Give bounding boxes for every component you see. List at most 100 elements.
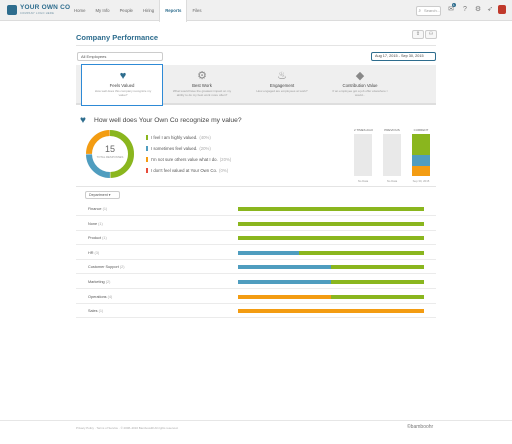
department-bar	[238, 250, 424, 255]
tab-label: Best Work	[192, 83, 212, 88]
department-row: Sales (1)	[76, 304, 436, 319]
department-row: HR (3)	[76, 246, 436, 260]
search-placeholder: Search...	[424, 8, 441, 13]
tab-label: Contribution Value	[342, 83, 378, 88]
department-bar-segment	[238, 207, 424, 211]
rocket-icon[interactable]: ➶	[487, 6, 493, 13]
total-responses-count: 15	[104, 144, 115, 154]
survey-tabs: ♥ Feels Valued How well does this compan…	[76, 64, 436, 106]
department-bar-segment	[238, 280, 331, 284]
department-bar	[238, 265, 424, 270]
history-current-column	[412, 134, 430, 176]
export-button[interactable]: ⇪	[412, 30, 424, 39]
department-select[interactable]: Department ▾	[85, 191, 120, 199]
department-row: None (1)	[76, 217, 436, 231]
avatar[interactable]	[498, 5, 506, 14]
history-2-times-ago-date: No Data	[357, 179, 369, 183]
nav-hiring[interactable]: Hiring	[142, 8, 155, 13]
legend-swatch	[146, 135, 148, 140]
tab-label: Engagement	[269, 83, 295, 88]
department-row: Marketing (2)	[76, 275, 436, 289]
legend-label: I sometimes feel valued. (20%)	[151, 146, 211, 151]
department-bar-segment	[238, 265, 331, 270]
department-bar	[238, 236, 424, 241]
legend-label: I'm not sure others value what I do. (20%…	[151, 157, 232, 162]
history-previous-date: No Data	[386, 179, 398, 183]
search-input[interactable]: ⌕ Search...	[416, 6, 441, 16]
department-name: Finance (1)	[88, 207, 108, 211]
history-current-date: Sep 30, 2015	[412, 179, 430, 183]
search-icon: ⌕	[418, 8, 422, 13]
department-bar-segment	[238, 236, 424, 241]
tab-description: What would have the greatest impact on m…	[172, 89, 232, 97]
page-title: Company Performance	[76, 33, 159, 42]
department-bar-segment	[238, 294, 331, 299]
department-bar	[238, 280, 424, 284]
nav-people[interactable]: People	[119, 8, 133, 13]
department-bar-segment	[331, 280, 424, 284]
gear-icon[interactable]: ⚙	[474, 6, 482, 13]
department-name: Marketing (2)	[88, 280, 111, 284]
tab-description: How engaged are employees at work?	[256, 89, 308, 93]
notification-badge: 1	[452, 3, 456, 7]
tab-description: If an employee got a job offer elsewhere…	[332, 89, 388, 97]
help-icon[interactable]: ?	[463, 6, 467, 13]
department-row: Operations (4)	[76, 290, 436, 304]
department-bar-segment	[299, 250, 424, 255]
history-previous-label: PREVIOUS	[384, 128, 400, 132]
share-button[interactable]: ⚇	[425, 30, 437, 39]
department-bar-segment	[238, 309, 424, 314]
bamboohr-logo: ©bamboohr	[407, 424, 434, 430]
nav-files[interactable]: Files	[192, 8, 202, 13]
donut-segment	[86, 130, 134, 178]
legend-item: I don't feel valued at Your Own Co. (0%)	[146, 167, 228, 174]
employee-select[interactable]: All Employees	[77, 52, 163, 61]
history-bar-segment	[412, 155, 430, 166]
tab-contribution-value[interactable]: ◆ Contribution Value If an employee got …	[319, 65, 401, 105]
legend-swatch	[146, 146, 148, 151]
logo-text: YOUR OWN CO	[20, 4, 71, 11]
department-name: HR (3)	[88, 250, 100, 255]
tab-feels-valued[interactable]: ♥ Feels Valued How well does this compan…	[81, 64, 163, 106]
department-name: Customer Support (2)	[88, 265, 125, 270]
nav-my-info[interactable]: My Info	[95, 8, 110, 13]
divider	[76, 186, 436, 187]
tab-best-work[interactable]: ⚙ Best Work What would have the greatest…	[161, 65, 243, 105]
department-bar-segment	[238, 250, 300, 255]
heart-icon: ♥	[80, 115, 86, 126]
total-responses-label: TOTAL RESPONSES	[96, 155, 124, 159]
department-bar	[238, 294, 424, 299]
divider	[76, 45, 436, 46]
legend-swatch	[146, 168, 148, 173]
inbox-icon[interactable]: ✉ 1	[448, 3, 456, 13]
date-range-picker[interactable]: Aug 17, 2015 - Sep 30, 2015	[371, 52, 436, 61]
legend-item: I'm not sure others value what I do. (20%…	[146, 156, 231, 163]
logo-subtitle: COMPANY LOGO HERE	[20, 12, 55, 15]
footer-links[interactable]: Privacy Policy · Terms of Service · © 20…	[76, 426, 179, 430]
legend-label: I feel I am highly valued. (40%)	[151, 135, 211, 140]
nav-home[interactable]: Home	[74, 8, 86, 13]
history-2-times-ago-column	[354, 134, 372, 176]
company-logo[interactable]: YOUR OWN CO COMPANY LOGO HERE	[7, 4, 70, 17]
nav-reports[interactable]: Reports	[159, 0, 188, 22]
department-bar	[238, 207, 424, 211]
history-bar-segment	[412, 165, 430, 176]
department-bar-segment	[331, 294, 424, 299]
department-row: Product (1)	[76, 231, 436, 246]
legend-item: I sometimes feel valued. (20%)	[146, 145, 211, 152]
chevron-down-icon: ▾	[108, 193, 111, 197]
top-navigation-bar: YOUR OWN CO COMPANY LOGO HERE Home My In…	[0, 0, 512, 22]
legend-swatch	[146, 157, 148, 162]
logo-mark-icon	[7, 5, 17, 15]
department-bar-segment	[238, 221, 424, 226]
responses-donut-chart	[86, 130, 134, 178]
history-2-times-ago-label: 2 TIMES AGO	[354, 128, 373, 132]
tab-description: How well does this company recognize my …	[94, 89, 152, 97]
main-nav: Home My Info People Hiring Reports Files	[69, 0, 207, 22]
legend-item: I feel I am highly valued. (40%)	[146, 134, 211, 141]
question-title: How well does Your Own Co recognize my v…	[94, 117, 242, 124]
department-name: None (1)	[88, 221, 103, 226]
department-row: Finance (1)	[76, 202, 436, 216]
history-bar-segment	[412, 134, 430, 155]
tab-engagement[interactable]: ♨ Engagement How engaged are employees a…	[241, 65, 323, 105]
